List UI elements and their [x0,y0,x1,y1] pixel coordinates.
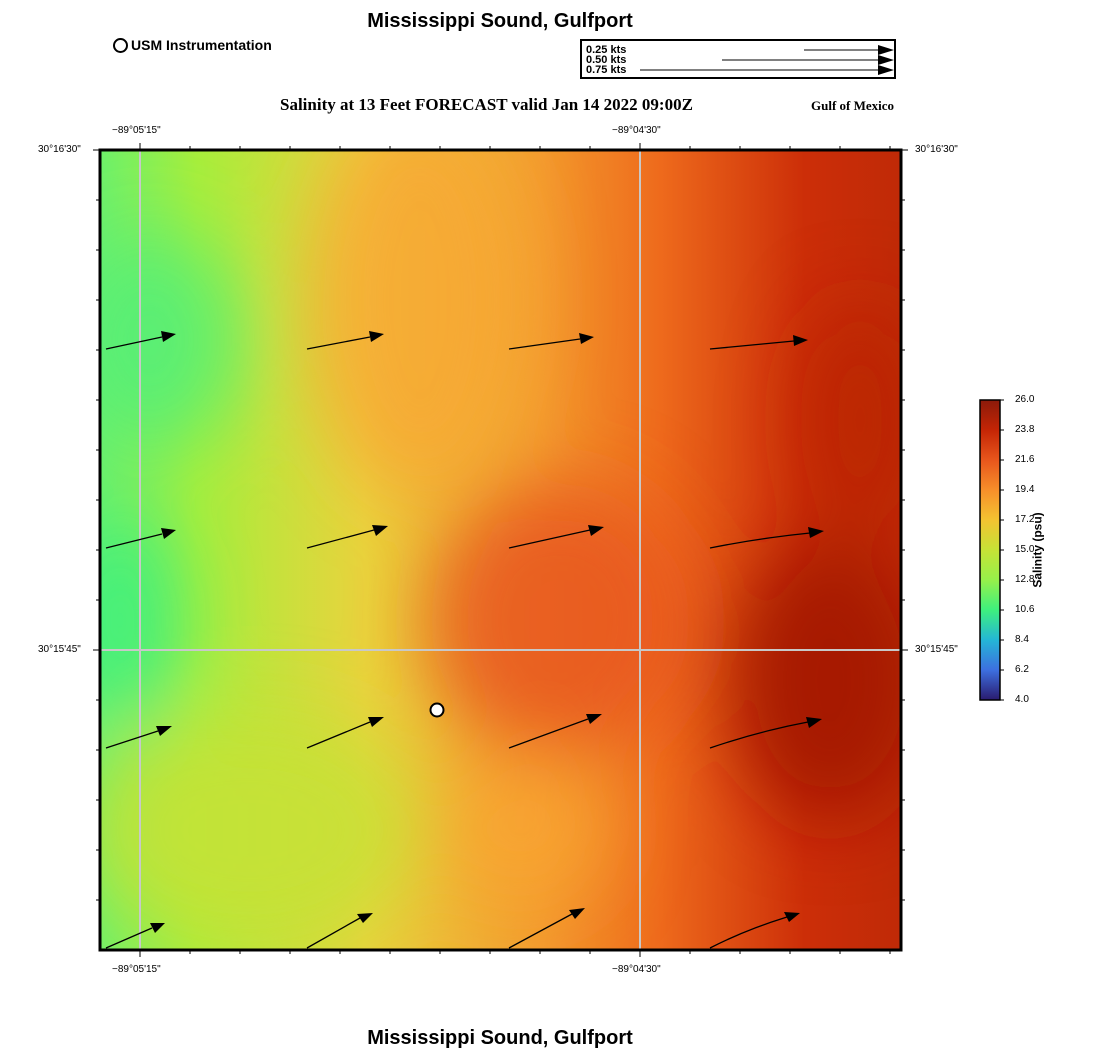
colorbar [979,399,1004,701]
map-title-bottom: Mississippi Sound, Gulfport [367,1027,633,1049]
colorbar-tick: 10.6 [1015,604,1035,615]
lon-label-top-2: −89°04'30" [612,125,661,136]
lon-label-top-1: −89°05'15" [112,125,161,136]
current-vectors [105,336,811,949]
usm-marker-icon [113,37,128,53]
map-gridlines [100,150,901,950]
colorbar-tick: 23.8 [1015,424,1035,435]
current-arrow-icon [105,927,153,949]
current-arrow-icon [508,913,573,949]
map-title-top: Mississippi Sound, Gulfport [367,10,633,32]
colorbar-title: Salinity (psu) [1030,512,1045,588]
colorbar-gradient [979,399,1001,701]
usm-station-marker [429,702,445,718]
salinity-field [100,150,901,950]
colorbar-tick: 26.0 [1015,394,1035,405]
lat-label-left-2: 30°15'45" [38,644,81,655]
speed-label-3: 0.75 kts [586,64,627,76]
lat-label-left-1: 30°16'30" [38,144,81,155]
lat-label-right-1: 30°16'30" [915,144,958,155]
current-arrowheads [150,331,824,933]
speed-legend-labels: 0.25 kts 0.50 kts 0.75 kts [586,44,627,76]
current-arrow-icon [508,718,589,749]
usm-legend: USM Instrumentation [113,37,272,53]
current-arrow-icon [508,338,581,350]
lon-label-bottom-1: −89°05'15" [112,964,161,975]
current-arrow-icon [709,340,795,350]
lat-label-right-2: 30°15'45" [915,644,958,655]
current-arrow-icon [306,336,371,350]
map-subtitle: Salinity at 13 Feet FORECAST valid Jan 1… [280,95,693,114]
current-arrow-icon [709,721,809,749]
region-label: Gulf of Mexico [811,98,895,113]
current-arrow-icon [709,532,811,549]
speed-legend [580,39,896,79]
speed-label-1: 0.25 kts [586,44,627,56]
current-arrow-icon [105,336,163,350]
colorbar-tick: 12.8 [1015,574,1035,585]
colorbar-tick: 8.4 [1015,634,1029,645]
colorbar-tick: 17.2 [1015,514,1035,525]
lon-label-bottom-2: −89°04'30" [612,964,661,975]
current-arrow-icon [306,917,361,949]
map-ticks [93,143,908,957]
current-arrow-icon [508,529,591,549]
colorbar-tick: 6.2 [1015,664,1029,675]
colorbar-tick: 15.0 [1015,544,1035,555]
current-arrow-icon [105,533,163,549]
colorbar-tick: 21.6 [1015,454,1035,465]
current-arrow-icon [306,721,371,749]
colorbar-tick: 4.0 [1015,694,1029,705]
colorbar-tick: 19.4 [1015,484,1035,495]
current-arrow-icon [306,529,375,549]
speed-label-2: 0.50 kts [586,54,627,66]
usm-legend-label: USM Instrumentation [131,37,272,53]
current-arrow-icon [105,730,159,749]
current-arrow-icon [709,916,788,949]
